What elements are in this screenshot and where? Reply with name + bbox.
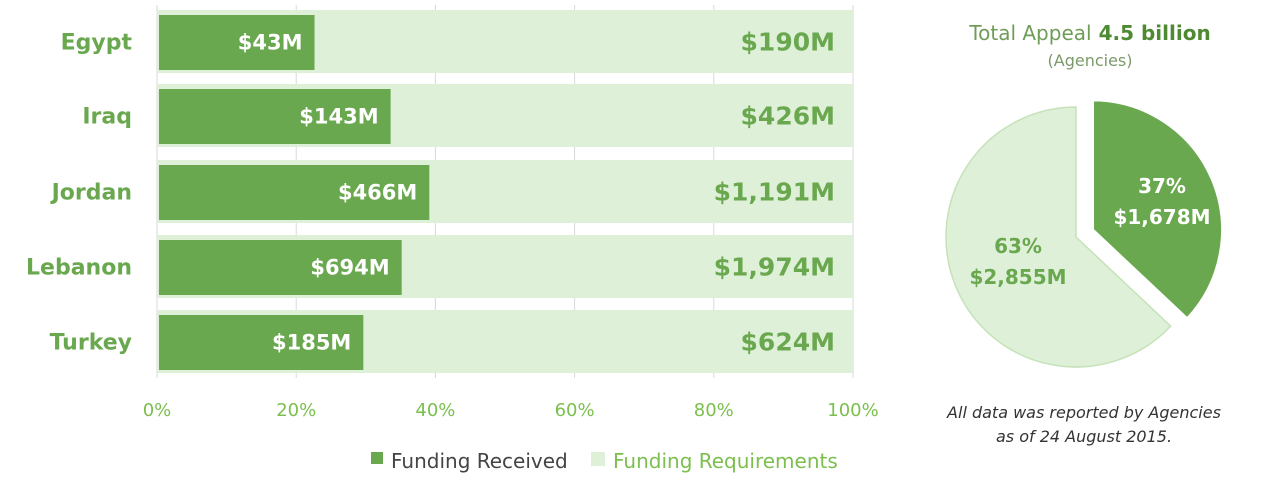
pie-slice-received [1091, 98, 1224, 322]
x-tick-label: 100% [827, 400, 878, 421]
legend-swatch-requirements [591, 452, 605, 466]
pie-title-value: 4.5 billion [1099, 21, 1211, 45]
bar-received [159, 15, 315, 70]
bar-received-label: $466M [338, 181, 417, 205]
bar-received-label: $143M [299, 105, 378, 129]
bars-layer: $43M $190M $143M $426M $466M $1,191M $694M $1,9… [157, 10, 853, 373]
legend-swatch-received [371, 452, 383, 464]
legend: Funding Received Funding Requirements [371, 449, 838, 473]
category-label: Lebanon [26, 256, 132, 281]
x-tick-label: 60% [555, 400, 595, 421]
bar-requirements-label: $1,974M [714, 253, 835, 282]
bar-received-label: $43M [238, 31, 303, 55]
pie-layer: 37% $1,678M 63% $2,855M [945, 98, 1224, 368]
bar-received [159, 165, 430, 220]
bar-requirements-label: $1,191M [714, 178, 835, 207]
pie-percent-received: 37% [1138, 174, 1186, 198]
pie-slice-requirements [945, 106, 1172, 368]
pie-title-prefix: Total Appeal [968, 21, 1091, 45]
category-label: Jordan [50, 181, 132, 206]
category-label: Turkey [50, 331, 132, 356]
pie-header: Total Appeal 4.5 billion (Agencies) [968, 21, 1210, 70]
category-label: Iraq [82, 105, 132, 130]
bar-received [159, 315, 364, 370]
x-tick-label: 80% [694, 400, 734, 421]
pie-percent-requirements: 63% [994, 234, 1042, 258]
category-label: Egypt [61, 31, 133, 56]
pie-value-received: $1,678M [1113, 205, 1210, 229]
bar-requirements-label: $624M [741, 328, 835, 357]
legend-label-requirements: Funding Requirements [613, 449, 838, 473]
x-axis-ticks: 0% 20% 40% 60% 80% 100% [143, 400, 879, 421]
data-note: All data was reported by Agencies as of … [946, 403, 1221, 446]
note-line-1: All data was reported by Agencies [946, 403, 1221, 422]
bar-received [159, 240, 402, 295]
category-labels: Egypt Iraq Jordan Lebanon Turkey [26, 31, 132, 356]
pie-title: Total Appeal 4.5 billion [968, 21, 1210, 45]
pie-value-requirements: $2,855M [969, 265, 1066, 289]
bar-requirements-label: $426M [741, 102, 835, 131]
legend-label-received: Funding Received [391, 449, 568, 473]
x-tick-label: 40% [415, 400, 455, 421]
x-tick-label: 20% [276, 400, 316, 421]
x-tick-label: 0% [143, 400, 172, 421]
bar-requirements-label: $190M [741, 28, 835, 57]
bar-received [159, 89, 391, 144]
note-line-2: as of 24 August 2015. [996, 427, 1172, 446]
bar-received-label: $694M [310, 256, 389, 280]
pie-subtitle: (Agencies) [1048, 51, 1133, 70]
bar-received-label: $185M [272, 331, 351, 355]
